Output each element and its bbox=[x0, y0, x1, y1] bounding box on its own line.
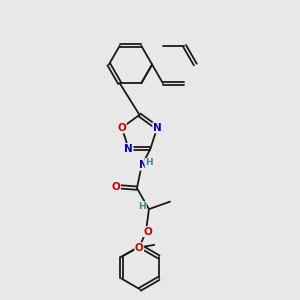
Text: H: H bbox=[139, 202, 146, 211]
Text: O: O bbox=[143, 226, 152, 237]
Text: N: N bbox=[153, 123, 162, 133]
Text: O: O bbox=[135, 243, 144, 253]
Text: N: N bbox=[124, 143, 133, 154]
Text: H: H bbox=[145, 158, 153, 167]
Text: O: O bbox=[117, 123, 126, 133]
Text: N: N bbox=[139, 160, 147, 170]
Text: O: O bbox=[112, 182, 120, 192]
